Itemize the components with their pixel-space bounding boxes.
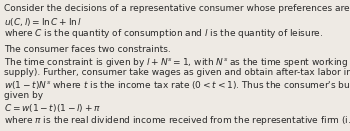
Text: The consumer faces two constraints.: The consumer faces two constraints. xyxy=(4,45,171,54)
Text: The time constraint is given by $l + N^s = 1$, with $N^s$ as the time spent work: The time constraint is given by $l + N^s… xyxy=(4,56,350,69)
Text: where $C$ is the quantity of consumption and $l$ is the quantity of leisure.: where $C$ is the quantity of consumption… xyxy=(4,27,323,40)
Text: where $\pi$ is the real dividend income received from the representative firm (i: where $\pi$ is the real dividend income … xyxy=(4,114,350,127)
Text: supply). Further, consumer take wages as given and obtain after-tax labor income: supply). Further, consumer take wages as… xyxy=(4,68,350,77)
Text: $u(C, l) = \ln C + \ln l$: $u(C, l) = \ln C + \ln l$ xyxy=(4,15,82,28)
Text: given by: given by xyxy=(4,91,43,100)
Text: $w(1-t)N^s$ where $t$ is the income tax rate ($0 < t < 1$). Thus the consumer's : $w(1-t)N^s$ where $t$ is the income tax … xyxy=(4,79,350,92)
Text: $C = w(1-t)(1-l) + \pi$: $C = w(1-t)(1-l) + \pi$ xyxy=(4,102,101,114)
Text: Consider the decisions of a representative consumer whose preferences are given : Consider the decisions of a representati… xyxy=(4,4,350,13)
